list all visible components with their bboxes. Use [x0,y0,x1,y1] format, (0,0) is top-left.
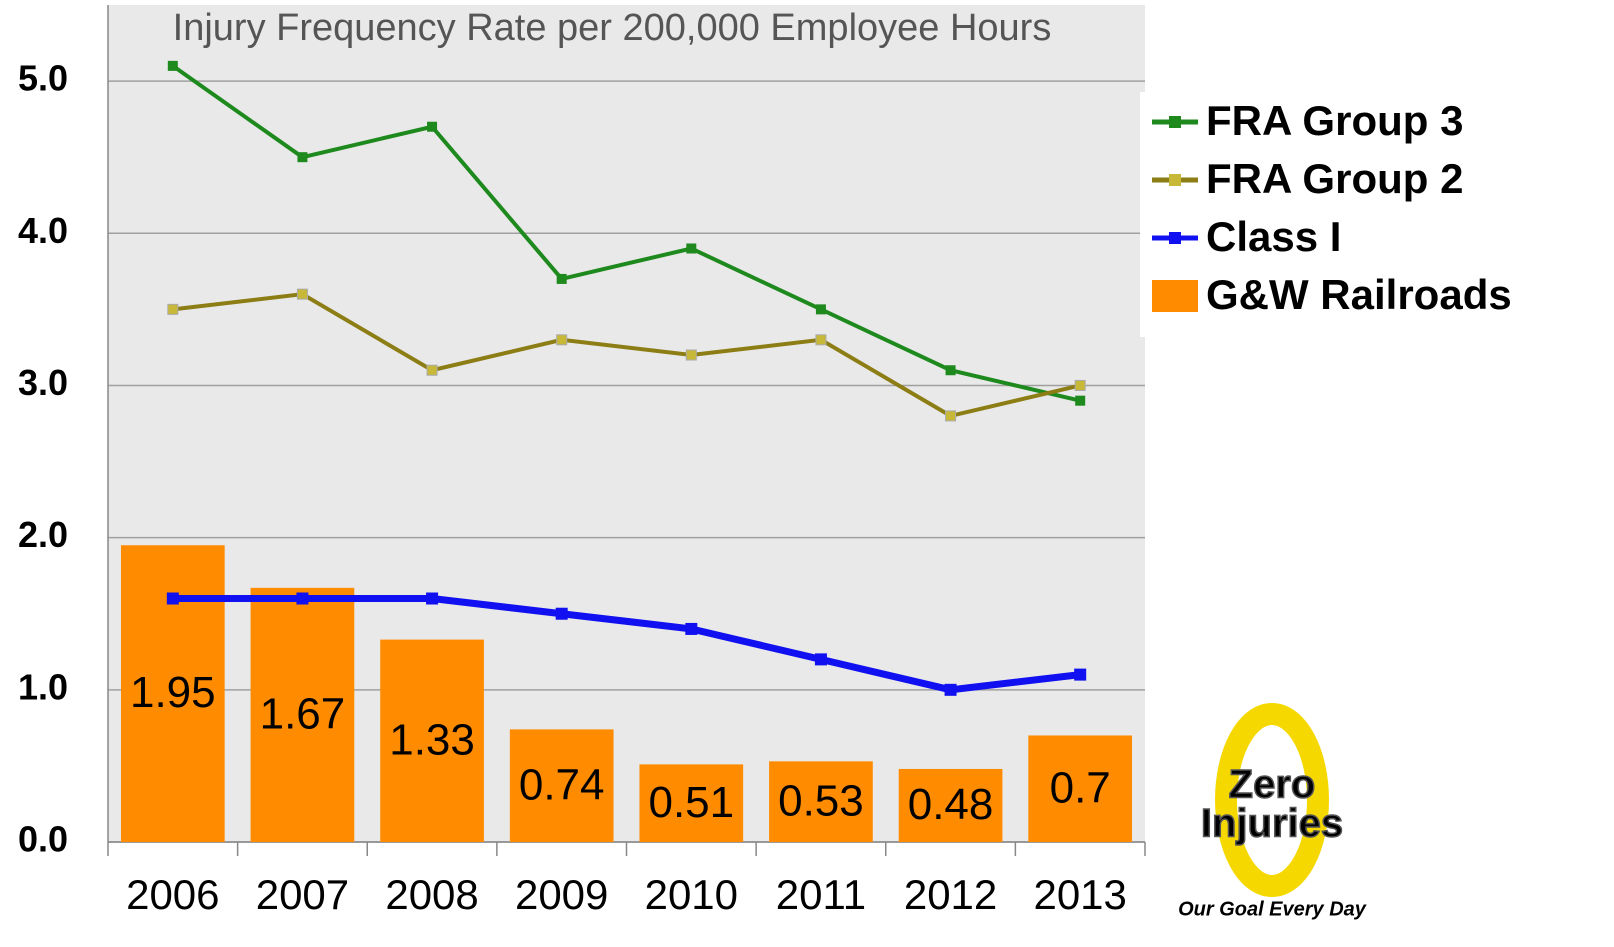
bar [639,764,744,842]
legend-marker [1169,232,1181,244]
x-tick-label: 2011 [776,871,866,918]
line-marker [556,273,567,284]
y-tick-label: 2.0 [18,514,68,555]
legend-box [1140,92,1610,337]
bar-value-label: 0.7 [1050,763,1111,812]
chart-title: Injury Frequency Rate per 200,000 Employ… [173,7,1052,49]
x-tick-label: 2008 [385,871,478,918]
line-marker [686,243,697,254]
legend-marker [1169,116,1181,128]
line-marker [945,410,957,422]
line-marker [685,622,698,635]
bar-value-label: 0.48 [908,780,994,829]
line-marker [944,683,957,696]
line-marker [1075,395,1086,406]
y-tick-label: 1.0 [18,666,68,707]
line [171,64,1081,403]
bar [250,587,355,842]
line-marker [945,365,956,376]
line-marker [685,349,697,361]
y-tick-label: 4.0 [18,210,68,251]
y-tick-label: 0.0 [18,819,68,860]
line-marker [167,303,179,315]
line-marker [815,334,827,346]
x-tick-label: 2013 [1033,871,1126,918]
y-tick-label: 3.0 [18,362,68,403]
bar [769,761,873,842]
line [172,595,1081,694]
line-marker [427,121,438,132]
bar [380,639,484,842]
bar-value-label: 0.74 [519,760,605,809]
y-tick-label: 5.0 [18,58,68,99]
line-marker [814,653,827,666]
x-tick-label: 2007 [256,871,349,918]
legend-label: G&W Railroads [1206,271,1512,318]
line-marker [297,152,308,163]
legend-label: FRA Group 3 [1206,97,1463,144]
line-marker [167,60,178,71]
line-marker [296,288,308,300]
line-marker [296,592,309,605]
bar-value-label: 1.95 [130,668,216,717]
x-tick-label: 2010 [645,871,738,918]
bar-value-label: 0.51 [648,778,734,827]
line-marker [426,592,439,605]
line-marker [815,304,826,315]
legend-swatch [1152,280,1198,312]
bar-value-label: 1.67 [260,690,346,739]
legend-label: FRA Group 2 [1206,155,1463,202]
line [172,292,1081,419]
line-marker [556,334,568,346]
line-marker [1074,668,1087,681]
bar-value-label: 1.33 [389,715,475,764]
logo: Zero Injuries Our Goal Every Day [1178,703,1367,920]
logo-text: Zero [1229,763,1316,807]
logo-ring [1215,703,1329,897]
line-marker [1074,379,1086,391]
bar [1028,735,1133,842]
logo-tagline: Our Goal Every Day [1178,898,1367,920]
bar-value-label: 0.53 [778,776,864,825]
x-tick-label: 2012 [904,871,997,918]
legend-label: Class I [1206,213,1341,260]
line-marker [555,607,568,620]
x-tick-label: 2006 [126,871,219,918]
line-marker [166,592,179,605]
line-marker [426,364,438,376]
legend-marker [1169,174,1181,186]
x-tick-label: 2009 [515,871,608,918]
bar [509,729,614,842]
bar [898,768,1003,842]
logo-text: Injuries [1201,802,1343,846]
